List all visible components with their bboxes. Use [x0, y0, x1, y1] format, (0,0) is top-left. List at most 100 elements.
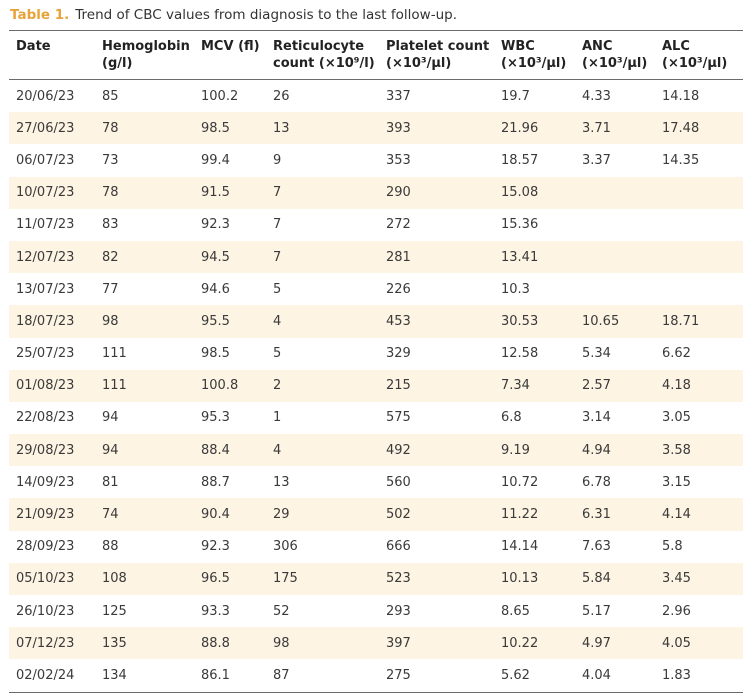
- table-row: 28/09/23 88 92.3 306 666 14.14 7.63 5.8: [9, 531, 743, 563]
- cell-mcv: 100.2: [201, 88, 239, 104]
- table-row: 18/07/23 98 95.5 4 453 30.53 10.65 18.71: [9, 305, 743, 338]
- cell-platelet: 293: [386, 603, 411, 619]
- cell-alc: 3.58: [662, 442, 691, 458]
- cell-alc: 17.48: [662, 120, 700, 136]
- table-caption-text: Trend of CBC values from diagnosis to th…: [75, 7, 457, 23]
- cell-date: 26/10/23: [16, 603, 75, 619]
- cell-wbc: 18.57: [501, 152, 539, 168]
- cell-wbc: 15.08: [501, 185, 539, 201]
- cell-mcv: 93.3: [201, 603, 230, 619]
- cell-date: 12/07/23: [16, 249, 75, 265]
- cell-date: 18/07/23: [16, 313, 75, 329]
- cell-platelet: 666: [386, 539, 411, 555]
- cell-platelet: 226: [386, 281, 411, 297]
- table-row: 11/07/23 83 92.3 7 272 15.36: [9, 209, 743, 241]
- cell-reticulocyte: 1: [273, 410, 282, 426]
- cell-wbc: 19.7: [501, 88, 530, 104]
- cell-hemoglobin: 81: [102, 474, 119, 490]
- cell-wbc: 14.14: [501, 539, 539, 555]
- table-header-row: Date Hemoglobin (g/l) MCV (fl) Reticulocy…: [9, 30, 743, 80]
- cell-anc: [582, 241, 662, 273]
- cell-date: 14/09/23: [16, 474, 75, 490]
- cbc-table-container: Date Hemoglobin (g/l) MCV (fl) Reticulocy…: [9, 30, 743, 693]
- cell-wbc: 10.72: [501, 474, 539, 490]
- cell-wbc: 9.19: [501, 442, 530, 458]
- table-caption: Table 1. Trend of CBC values from diagnos…: [10, 7, 457, 23]
- cell-hemoglobin: 134: [102, 667, 127, 683]
- cell-platelet: 575: [386, 410, 411, 426]
- cell-hemoglobin: 125: [102, 603, 127, 619]
- cell-wbc: 21.96: [501, 120, 539, 136]
- header-anc: ANC (×10³/µl): [582, 39, 648, 71]
- cell-wbc: 10.13: [501, 571, 539, 587]
- cell-hemoglobin: 94: [102, 410, 119, 426]
- cell-anc: [582, 177, 662, 209]
- cell-alc: 6.62: [662, 346, 691, 362]
- cell-alc: 3.15: [662, 474, 691, 490]
- cell-mcv: 88.7: [201, 474, 230, 490]
- cell-hemoglobin: 111: [102, 346, 127, 362]
- table-row: 10/07/23 78 91.5 7 290 15.08: [9, 176, 743, 209]
- table-row: 27/06/23 78 98.5 13 393 21.96 3.71 17.48: [9, 112, 743, 145]
- cell-platelet: 329: [386, 346, 411, 362]
- cell-reticulocyte: 26: [273, 88, 290, 104]
- cell-hemoglobin: 77: [102, 281, 119, 297]
- cell-reticulocyte: 29: [273, 507, 290, 523]
- cell-reticulocyte: 7: [273, 249, 282, 265]
- cell-mcv: 98.5: [201, 346, 230, 362]
- cell-platelet: 560: [386, 474, 411, 490]
- cell-wbc: 13.41: [501, 249, 539, 265]
- cell-date: 21/09/23: [16, 507, 75, 523]
- cell-mcv: 95.5: [201, 313, 230, 329]
- cell-hemoglobin: 78: [102, 185, 119, 201]
- cell-mcv: 96.5: [201, 571, 230, 587]
- cell-hemoglobin: 135: [102, 635, 127, 651]
- cell-hemoglobin: 83: [102, 217, 119, 233]
- cell-mcv: 88.8: [201, 635, 230, 651]
- cell-alc: 18.71: [662, 313, 700, 329]
- cell-platelet: 290: [386, 185, 411, 201]
- cell-anc: 5.34: [582, 346, 611, 362]
- cell-anc: 3.14: [582, 410, 611, 426]
- header-reticulocyte: Reticulocyte count (×10⁹/l): [273, 39, 375, 71]
- cell-mcv: 91.5: [201, 185, 230, 201]
- cell-date: 20/06/23: [16, 88, 75, 104]
- cell-reticulocyte: 175: [273, 571, 298, 587]
- cell-hemoglobin: 88: [102, 539, 119, 555]
- cell-alc: 3.05: [662, 410, 691, 426]
- cell-wbc: 10.22: [501, 635, 539, 651]
- cell-hemoglobin: 82: [102, 249, 119, 265]
- cell-mcv: 90.4: [201, 507, 230, 523]
- header-platelet: Platelet count (×10³/µl): [386, 39, 490, 71]
- cell-anc: 5.17: [582, 603, 611, 619]
- cell-reticulocyte: 4: [273, 442, 282, 458]
- header-alc: ALC (×10³/µl): [662, 39, 728, 71]
- cell-platelet: 397: [386, 635, 411, 651]
- cell-hemoglobin: 108: [102, 571, 127, 587]
- cell-alc: [662, 241, 743, 273]
- cell-wbc: 10.3: [501, 281, 530, 297]
- cell-mcv: 92.3: [201, 217, 230, 233]
- cell-alc: 3.45: [662, 571, 691, 587]
- table-row: 13/07/23 77 94.6 5 226 10.3: [9, 273, 743, 305]
- cell-alc: 4.14: [662, 507, 691, 523]
- cell-wbc: 5.62: [501, 667, 530, 683]
- cell-reticulocyte: 2: [273, 378, 282, 394]
- cell-hemoglobin: 73: [102, 152, 119, 168]
- cell-platelet: 492: [386, 442, 411, 458]
- table-row: 25/07/23 111 98.5 5 329 12.58 5.34 6.62: [9, 338, 743, 370]
- cell-reticulocyte: 9: [273, 152, 282, 168]
- cell-mcv: 99.4: [201, 152, 230, 168]
- table-row: 29/08/23 94 88.4 4 492 9.19 4.94 3.58: [9, 434, 743, 467]
- cell-date: 11/07/23: [16, 217, 75, 233]
- cell-hemoglobin: 111: [102, 378, 127, 394]
- cell-wbc: 30.53: [501, 313, 539, 329]
- cell-platelet: 275: [386, 667, 411, 683]
- table-body: 20/06/23 85 100.2 26 337 19.7 4.33 14.18 27/06/2…: [9, 80, 743, 693]
- cell-platelet: 523: [386, 571, 411, 587]
- cell-hemoglobin: 98: [102, 313, 119, 329]
- cell-anc: 4.33: [582, 88, 611, 104]
- table-row: 21/09/23 74 90.4 29 502 11.22 6.31 4.14: [9, 498, 743, 531]
- cell-hemoglobin: 74: [102, 507, 119, 523]
- cbc-table: Date Hemoglobin (g/l) MCV (fl) Reticulocy…: [9, 30, 743, 693]
